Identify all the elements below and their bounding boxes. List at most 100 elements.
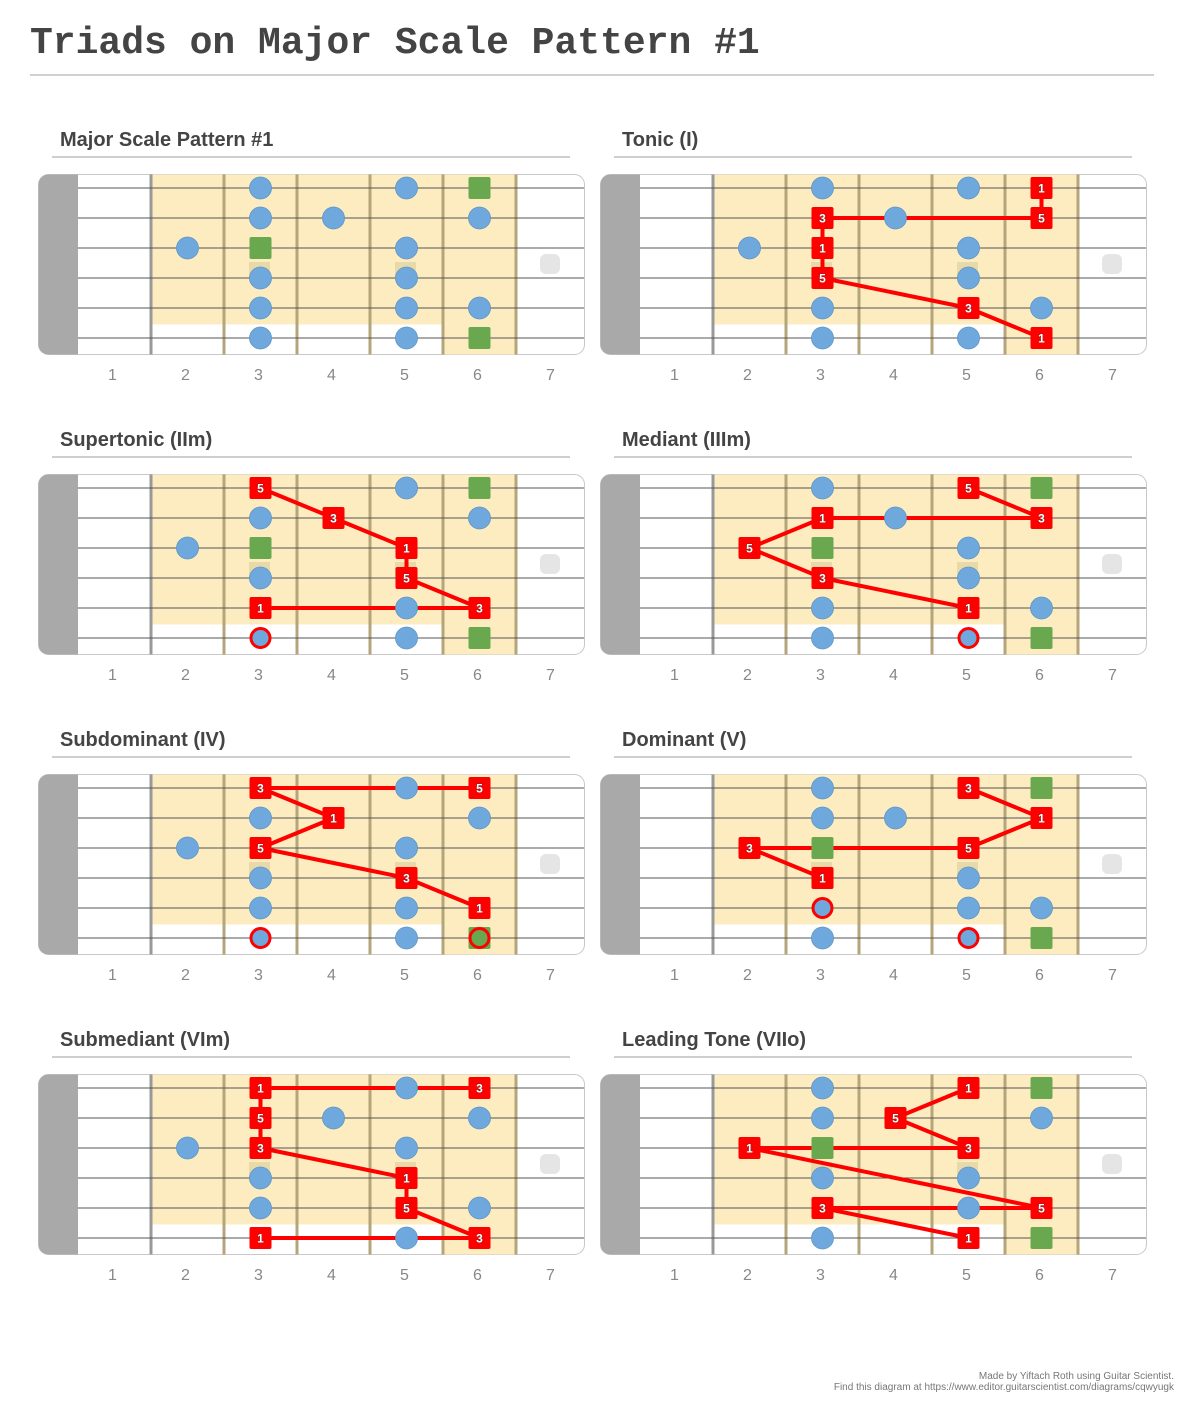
triad-degree-label: 1 bbox=[965, 1082, 972, 1096]
scale-note-marker bbox=[395, 266, 418, 290]
scale-note-marker bbox=[957, 566, 980, 590]
triad-note-marker bbox=[738, 1137, 761, 1159]
triad-connector-line bbox=[749, 1146, 1042, 1210]
fret-number: 6 bbox=[473, 1267, 482, 1284]
footer-link[interactable]: Find this diagram at https://www.editor.… bbox=[833, 1382, 1174, 1393]
triad-note-marker bbox=[395, 567, 418, 589]
scale-note-marker bbox=[738, 236, 761, 260]
root-note-marker bbox=[468, 177, 491, 199]
triad-connector-line bbox=[967, 486, 1043, 520]
root-note-marker bbox=[811, 837, 834, 859]
root-note-marker bbox=[468, 627, 491, 649]
fret-number: 7 bbox=[1108, 967, 1117, 984]
fretboard-diagram: Subdominant (IV) 3 5 1 5 3 1 1 2 3 4 5 6 7 bbox=[38, 725, 588, 995]
fret-number: 1 bbox=[108, 967, 117, 984]
root-note-marker bbox=[249, 537, 272, 559]
triad-note-marker bbox=[811, 237, 834, 259]
scale-note-marker bbox=[957, 927, 980, 949]
fretboard: 3 5 1 5 3 1 1 2 3 4 5 6 7 bbox=[38, 774, 585, 984]
scale-note-marker bbox=[811, 1076, 834, 1100]
fret-number: 4 bbox=[327, 967, 336, 984]
triad-note-marker bbox=[395, 867, 418, 889]
nut bbox=[38, 1074, 78, 1255]
scale-note-marker bbox=[811, 1226, 834, 1250]
scale-note-marker bbox=[957, 176, 980, 200]
fret-number: 7 bbox=[1108, 1267, 1117, 1284]
fret-number: 2 bbox=[743, 967, 752, 984]
fret-number: 1 bbox=[108, 1267, 117, 1284]
fretboard-diagram: Supertonic (IIm) 5 3 1 5 1 3 1 2 3 4 5 6 7 bbox=[38, 425, 588, 695]
fret-number: 6 bbox=[1035, 967, 1044, 984]
scale-note-marker bbox=[395, 296, 418, 320]
fretboard-diagram: Leading Tone (VIIo) 1 5 1 3 3 5 1 1 2 3 4 5 6 7 bbox=[600, 1025, 1150, 1295]
scale-note-marker bbox=[884, 506, 907, 530]
triad-degree-label: 5 bbox=[819, 272, 826, 286]
scale-note-marker bbox=[957, 326, 980, 350]
triad-degree-label: 5 bbox=[257, 482, 264, 496]
fretboard-diagram: Mediant (IIIm) 5 1 3 5 3 1 1 2 3 4 5 6 7 bbox=[600, 425, 1150, 695]
pattern-highlight bbox=[151, 174, 516, 325]
triad-degree-label: 3 bbox=[1038, 512, 1045, 526]
triad-note-marker bbox=[811, 267, 834, 289]
fret-number: 1 bbox=[670, 367, 679, 384]
triad-degree-label: 1 bbox=[819, 872, 826, 886]
diagram-title-divider bbox=[614, 1056, 1132, 1058]
scale-note-marker bbox=[811, 626, 834, 650]
root-note-marker bbox=[1030, 627, 1053, 649]
fret-inlay bbox=[1102, 254, 1122, 274]
fret-number: 7 bbox=[1108, 667, 1117, 684]
triad-connector-line bbox=[332, 516, 408, 550]
triad-note-marker bbox=[957, 297, 980, 319]
nut bbox=[600, 174, 640, 355]
triad-degree-label: 1 bbox=[257, 1232, 264, 1246]
page-title: Triads on Major Scale Pattern #1 bbox=[30, 22, 760, 65]
triad-note-marker bbox=[249, 1077, 272, 1099]
triad-connector-line bbox=[894, 1116, 970, 1150]
scale-note-marker bbox=[811, 1106, 834, 1130]
diagram-title-divider bbox=[52, 456, 570, 458]
triad-note-marker bbox=[322, 807, 345, 829]
triad-degree-label: 3 bbox=[476, 602, 483, 616]
fret-number: 4 bbox=[327, 367, 336, 384]
scale-note-marker bbox=[176, 836, 199, 860]
fret-number: 5 bbox=[962, 967, 971, 984]
triad-degree-label: 1 bbox=[257, 1082, 264, 1096]
triad-note-marker bbox=[738, 537, 761, 559]
triad-note-marker bbox=[957, 1077, 980, 1099]
triad-connector-line bbox=[967, 786, 1043, 820]
fret-number: 4 bbox=[889, 967, 898, 984]
scale-note-marker bbox=[1030, 896, 1053, 920]
diagram-title-divider bbox=[52, 1056, 570, 1058]
triad-note-marker bbox=[249, 1137, 272, 1159]
fret-number: 7 bbox=[1108, 367, 1117, 384]
nut bbox=[600, 774, 640, 955]
scale-note-marker bbox=[249, 326, 272, 350]
triad-degree-label: 3 bbox=[257, 1142, 264, 1156]
triad-degree-label: 3 bbox=[965, 782, 972, 796]
fret-inlay bbox=[1102, 854, 1122, 874]
fret-number: 2 bbox=[181, 367, 190, 384]
fret-number: 3 bbox=[254, 967, 263, 984]
triad-degree-label: 3 bbox=[257, 782, 264, 796]
root-note-marker bbox=[1030, 927, 1053, 949]
root-note-marker bbox=[1030, 1227, 1053, 1249]
scale-note-marker bbox=[322, 1106, 345, 1130]
fret-number: 5 bbox=[400, 1267, 409, 1284]
triad-degree-label: 1 bbox=[403, 542, 410, 556]
fret-number: 3 bbox=[816, 967, 825, 984]
fretboard-diagram: Tonic (I) 1 3 5 1 5 3 1 1 2 3 4 5 6 7 bbox=[600, 125, 1150, 395]
root-note-marker bbox=[249, 237, 272, 259]
scale-note-marker bbox=[176, 1136, 199, 1160]
fretboard: 5 3 1 5 1 3 1 2 3 4 5 6 7 bbox=[38, 474, 585, 684]
triad-connector-line bbox=[259, 486, 335, 520]
nut bbox=[38, 474, 78, 655]
triad-connector-line bbox=[967, 306, 1043, 340]
scale-note-marker bbox=[468, 1196, 491, 1220]
fret-number: 1 bbox=[670, 1267, 679, 1284]
fret-number: 6 bbox=[473, 667, 482, 684]
triad-degree-label: 5 bbox=[403, 1202, 410, 1216]
diagram-title: Tonic (I) bbox=[622, 129, 699, 151]
triad-note-marker bbox=[468, 777, 491, 799]
fret-number: 5 bbox=[400, 667, 409, 684]
fretboard: 5 1 3 5 3 1 1 2 3 4 5 6 7 bbox=[600, 474, 1147, 684]
